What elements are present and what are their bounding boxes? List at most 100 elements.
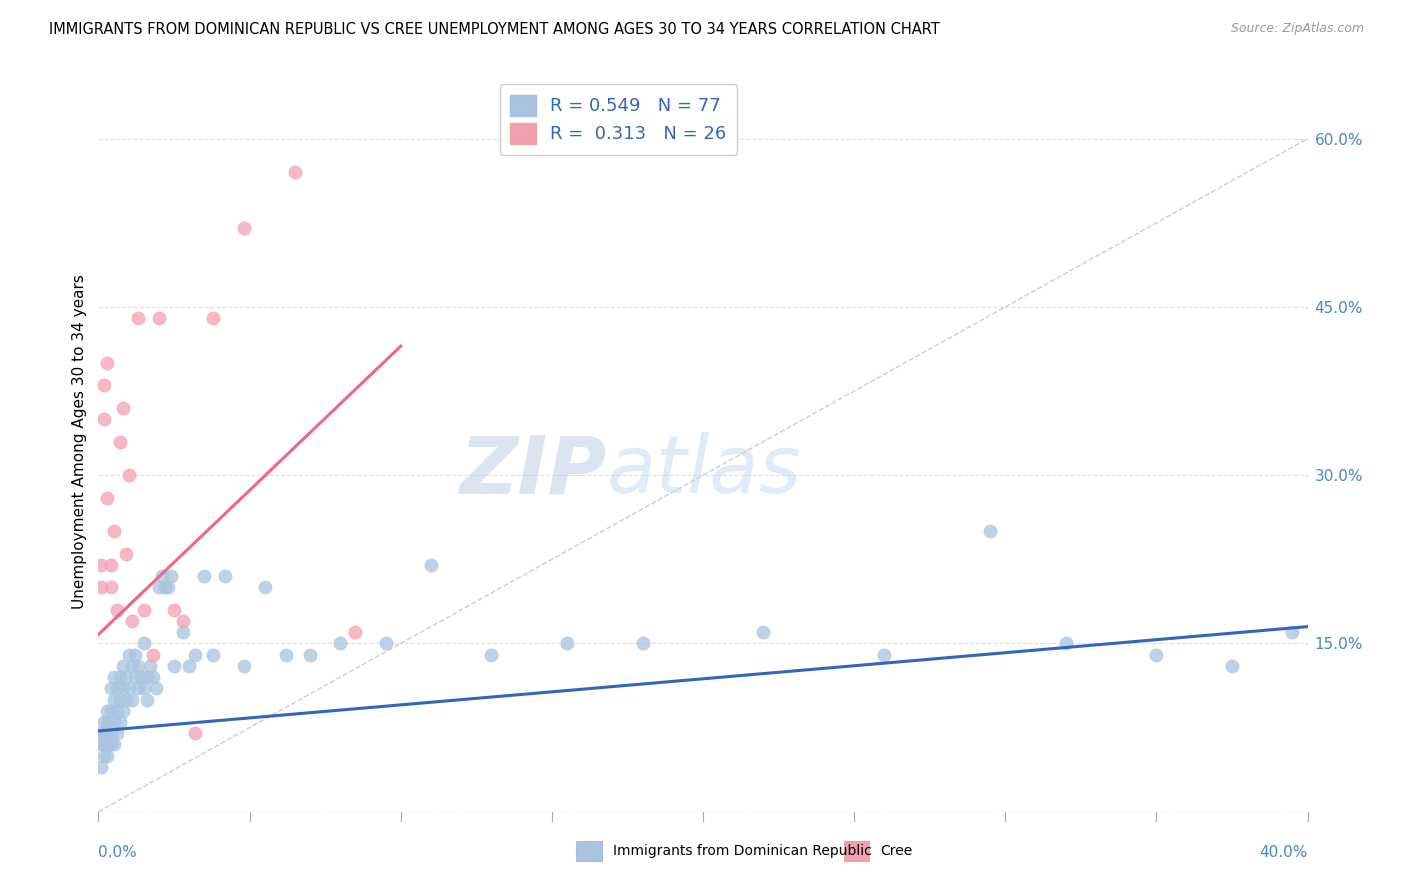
Point [100, 580, 122, 594]
Point [96, 726, 118, 740]
Point [132, 636, 155, 650]
Point [139, 659, 162, 673]
Point [163, 659, 186, 673]
Point [93, 412, 115, 426]
Point [193, 569, 215, 583]
Text: 40.0%: 40.0% [1260, 845, 1308, 860]
Point [148, 580, 170, 594]
Point [124, 648, 146, 662]
Point [127, 659, 149, 673]
Point [555, 636, 578, 650]
Text: atlas: atlas [606, 432, 801, 510]
Point [90, 558, 112, 572]
Point [96, 356, 118, 370]
Point [253, 580, 276, 594]
Point [90, 726, 112, 740]
Point [118, 468, 141, 483]
Point [114, 547, 136, 561]
Point [96, 738, 118, 752]
Text: Source: ZipAtlas.com: Source: ZipAtlas.com [1230, 22, 1364, 36]
Point [105, 726, 128, 740]
Point [873, 648, 896, 662]
Point [979, 524, 1001, 539]
Point [1144, 648, 1167, 662]
Text: Cree: Cree [880, 844, 912, 858]
Point [329, 636, 352, 650]
Point [299, 648, 322, 662]
Point [420, 558, 443, 572]
Point [153, 580, 176, 594]
Point [100, 558, 122, 572]
Point [481, 648, 503, 662]
Point [150, 569, 173, 583]
Point [132, 681, 155, 696]
Point [135, 670, 157, 684]
Point [105, 704, 128, 718]
Point [184, 648, 207, 662]
Point [148, 311, 170, 326]
Point [105, 681, 128, 696]
Text: ZIP: ZIP [458, 432, 606, 510]
Point [103, 692, 125, 706]
Point [100, 738, 122, 752]
Point [184, 726, 207, 740]
Point [111, 401, 134, 415]
Point [1054, 636, 1077, 650]
Point [232, 221, 254, 235]
Point [160, 569, 183, 583]
Point [96, 491, 118, 505]
Point [127, 311, 149, 326]
Point [284, 165, 307, 179]
Point [108, 692, 131, 706]
Point [142, 670, 165, 684]
Point [118, 648, 141, 662]
Point [111, 704, 134, 718]
Point [129, 670, 152, 684]
Point [108, 434, 131, 449]
Point [90, 738, 112, 752]
Point [96, 704, 118, 718]
Point [90, 580, 112, 594]
Point [103, 714, 125, 729]
Point [118, 681, 141, 696]
Point [156, 580, 179, 594]
Point [1220, 659, 1243, 673]
Point [93, 726, 115, 740]
Legend: R = 0.549   N = 77, R =  0.313   N = 26: R = 0.549 N = 77, R = 0.313 N = 26 [499, 84, 737, 154]
Point [114, 692, 136, 706]
Point [631, 636, 654, 650]
Point [172, 625, 194, 640]
Y-axis label: Unemployment Among Ages 30 to 34 years: Unemployment Among Ages 30 to 34 years [72, 274, 87, 609]
Point [142, 648, 165, 662]
Text: 0.0%: 0.0% [98, 845, 138, 860]
Point [108, 714, 131, 729]
Point [172, 614, 194, 628]
Point [135, 692, 157, 706]
Point [103, 738, 125, 752]
Point [344, 625, 367, 640]
Point [179, 659, 201, 673]
Text: Immigrants from Dominican Republic: Immigrants from Dominican Republic [613, 844, 872, 858]
Point [232, 659, 254, 673]
Point [100, 726, 122, 740]
Point [96, 714, 118, 729]
Point [121, 692, 143, 706]
Point [121, 614, 143, 628]
Point [124, 670, 146, 684]
Point [105, 603, 128, 617]
Point [202, 648, 225, 662]
Point [114, 670, 136, 684]
Point [1281, 625, 1303, 640]
Point [274, 648, 297, 662]
Point [127, 681, 149, 696]
Point [103, 670, 125, 684]
Point [108, 670, 131, 684]
Point [90, 760, 112, 774]
Point [214, 569, 236, 583]
Point [93, 748, 115, 763]
Point [93, 378, 115, 392]
Point [103, 524, 125, 539]
Point [93, 714, 115, 729]
Point [132, 603, 155, 617]
Point [96, 748, 118, 763]
